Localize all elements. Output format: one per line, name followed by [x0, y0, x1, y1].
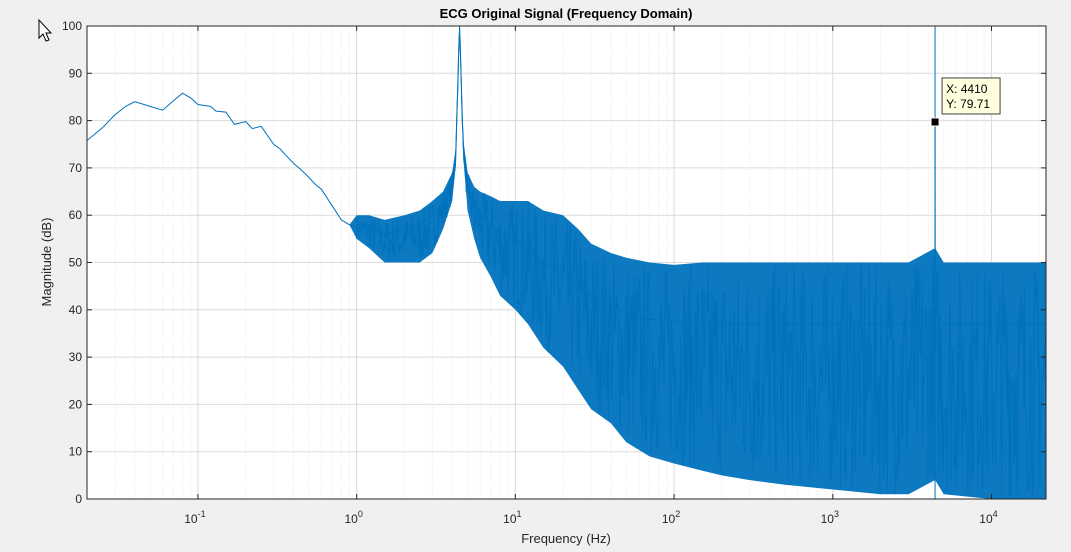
y-tick-label: 20	[69, 397, 83, 411]
x-tick-labels: 10-1 100 101 102 103 104	[184, 509, 997, 526]
x-tick-label: 101	[503, 509, 521, 526]
x-tick-label: 100	[344, 509, 362, 526]
y-tick-label: 70	[69, 161, 83, 175]
x-tick-label: 104	[979, 509, 997, 526]
y-tick-label: 50	[69, 256, 83, 270]
plot-area[interactable]	[87, 26, 1046, 499]
y-tick-labels: 0 10 20 30 40 50 60 70 80 90 100	[62, 19, 82, 506]
tick-marks	[87, 25, 1046, 500]
data-tip-box	[941, 77, 1001, 115]
series-noise-trace	[356, 33, 1046, 499]
x-tick-label: 102	[662, 509, 680, 526]
y-tick-label: 80	[69, 114, 83, 128]
data-tip[interactable]: X: 4410 Y: 79.71	[930, 77, 1001, 127]
y-tick-label: 10	[69, 445, 83, 459]
y-axis-label: Magnitude (dB)	[39, 218, 54, 307]
y-tick-label: 40	[69, 303, 83, 317]
y-tick-label: 90	[69, 66, 83, 80]
x-axis-label: Frequency (Hz)	[521, 531, 611, 546]
y-tick-label: 60	[69, 208, 83, 222]
mouse-pointer-icon	[38, 18, 53, 42]
x-tick-label: 103	[821, 509, 839, 526]
series-line[interactable]	[87, 26, 1046, 325]
data-tip-x-text: X: 4410	[946, 82, 988, 96]
y-tick-label: 0	[75, 492, 82, 506]
x-tick-label: 10-1	[184, 509, 205, 526]
chart-title: ECG Original Signal (Frequency Domain)	[440, 6, 693, 21]
y-tick-label: 30	[69, 350, 83, 364]
y-tick-label: 100	[62, 19, 82, 33]
data-tip-y-text: Y: 79.71	[946, 97, 990, 111]
data-tip-marker[interactable]	[930, 117, 940, 127]
